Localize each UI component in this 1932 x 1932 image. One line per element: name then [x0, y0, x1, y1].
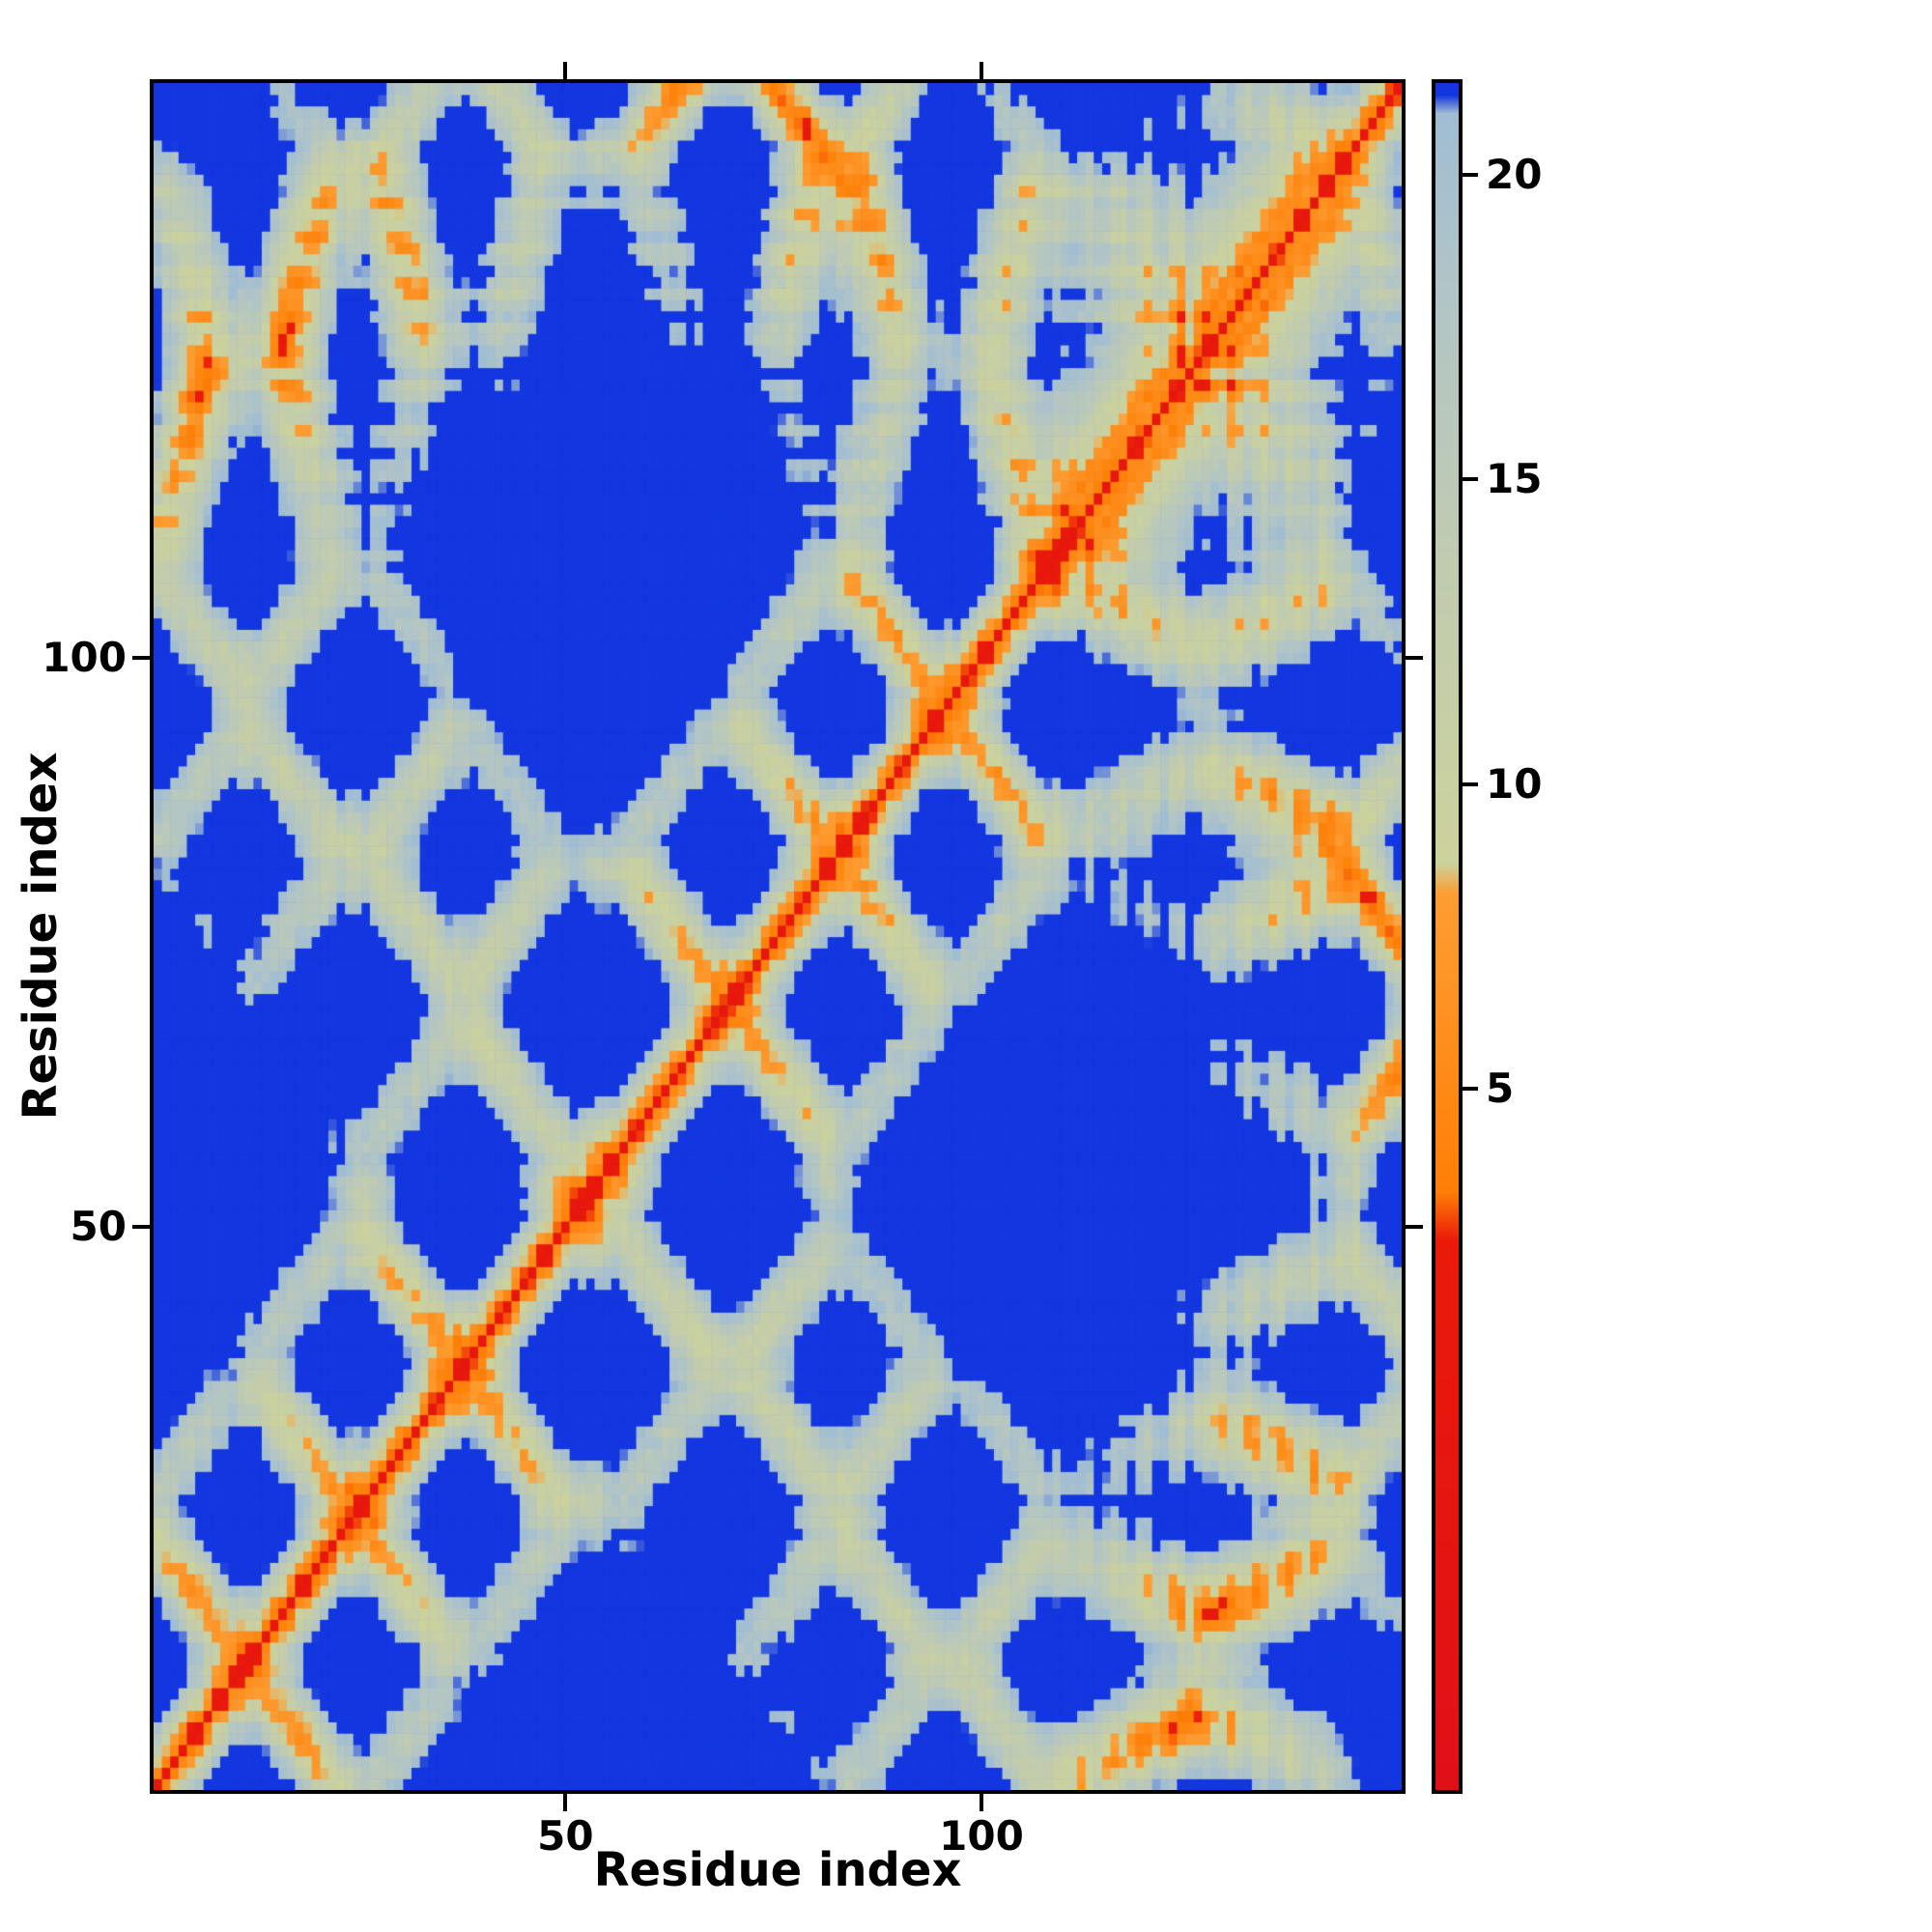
colorbar-tick-label: 5: [1486, 1065, 1515, 1113]
y-axis-label: Residue index: [14, 752, 68, 1121]
colorbar-tick-mark: [1463, 477, 1478, 482]
colorbar: [1432, 79, 1463, 1794]
y-tick-mark: [132, 1224, 150, 1229]
heatmap-canvas: [154, 83, 1402, 1790]
y-tick-mark-right: [1406, 1224, 1423, 1229]
colorbar-tick-mark: [1463, 1087, 1478, 1092]
y-tick-label: 100: [42, 633, 127, 681]
x-tick-label: 50: [537, 1812, 594, 1860]
colorbar-tick-label: 10: [1486, 759, 1543, 808]
heatmap-plot-area: [150, 79, 1406, 1794]
colorbar-tick-label: 20: [1486, 150, 1543, 198]
colorbar-tick-mark: [1463, 172, 1478, 177]
x-tick-label: 100: [939, 1812, 1024, 1860]
y-tick-mark: [132, 655, 150, 660]
y-tick-label: 50: [70, 1202, 127, 1250]
colorbar-canvas: [1435, 83, 1459, 1790]
x-tick-mark: [563, 1794, 568, 1811]
y-tick-mark-right: [1406, 655, 1423, 660]
x-tick-mark-top: [563, 62, 568, 79]
x-tick-mark: [980, 1794, 984, 1811]
colorbar-tick-label: 15: [1486, 455, 1543, 503]
x-tick-mark-top: [980, 62, 984, 79]
x-axis-label: Residue index: [593, 1843, 962, 1897]
colorbar-tick-mark: [1463, 781, 1478, 786]
